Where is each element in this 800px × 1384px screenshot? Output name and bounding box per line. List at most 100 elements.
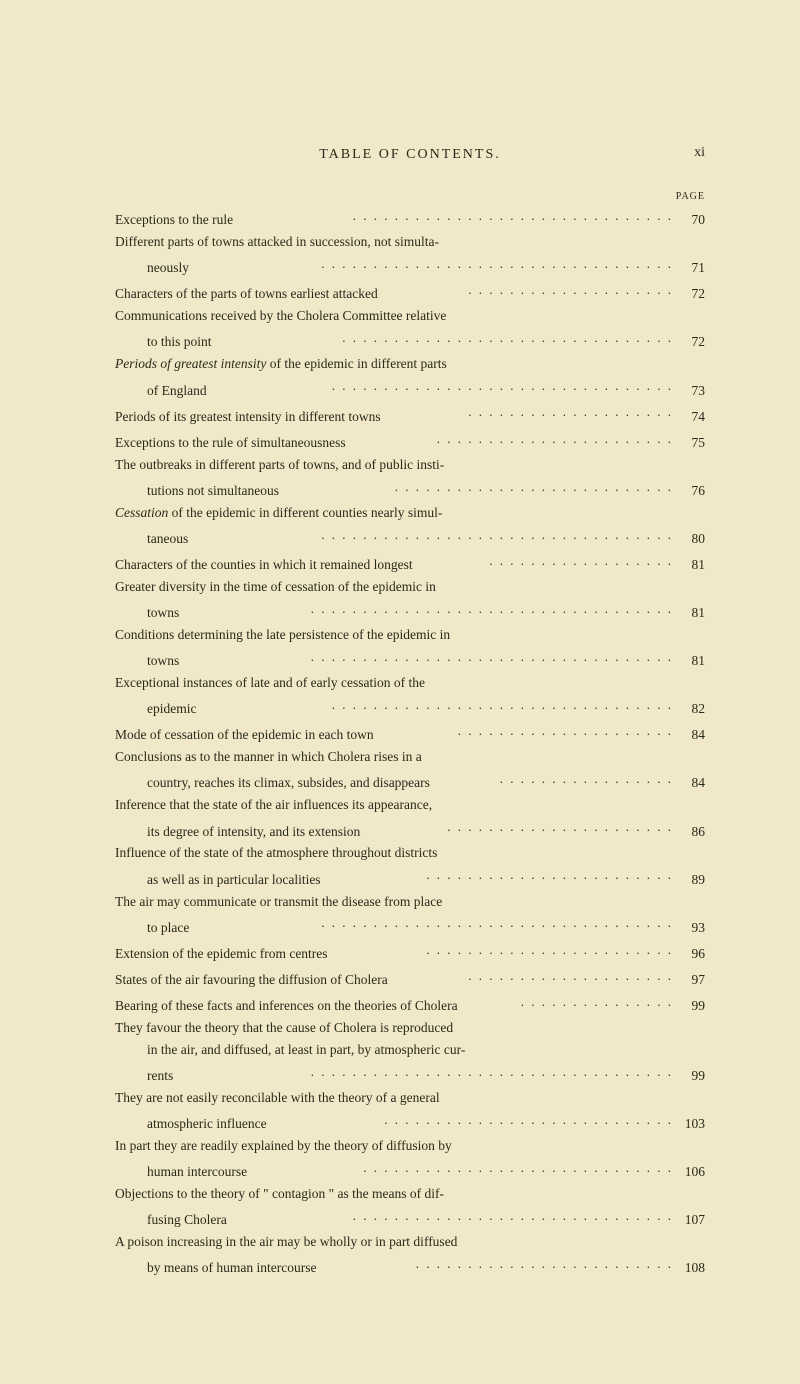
toc-entry-page: 81: [677, 651, 705, 672]
toc-entry: in the air, and diffused, at least in pa…: [115, 1040, 705, 1061]
toc-entry: by means of human intercourse . . . . . …: [115, 1254, 705, 1279]
toc-entry-text: of England: [115, 381, 207, 402]
toc-entry: The outbreaks in different parts of town…: [115, 455, 705, 476]
toc-entry-page: 103: [677, 1114, 705, 1135]
toc-leader-dots: . . . . . . . . . . . . . . . . . . . .: [385, 402, 673, 423]
toc-entry: country, reaches its climax, subsides, a…: [115, 769, 705, 794]
toc-entry-page: 97: [677, 970, 705, 991]
toc-entry-page: 84: [677, 725, 705, 746]
toc-entry-text: Greater diversity in the time of cessati…: [115, 577, 436, 598]
toc-entry-page: 93: [677, 918, 705, 939]
toc-entry-page: 99: [677, 996, 705, 1017]
toc-entry-text: Conditions determining the late persiste…: [115, 625, 450, 646]
toc-entry-text: They favour the theory that the cause of…: [115, 1018, 453, 1039]
toc-entry-text: tutions not simultaneous: [115, 481, 279, 502]
toc-entry: In part they are readily explained by th…: [115, 1136, 705, 1157]
toc-entry-text: In part they are readily explained by th…: [115, 1136, 452, 1157]
toc-entry-page: 89: [677, 870, 705, 891]
toc-entry: to place . . . . . . . . . . . . . . . .…: [115, 913, 705, 938]
toc-entry-text: to place: [115, 918, 189, 939]
toc-entry: Periods of greatest intensity of the epi…: [115, 354, 705, 375]
toc-leader-dots: . . . . . . . . . . . . . . . . . . . . …: [193, 254, 673, 275]
toc-entry: Conclusions as to the manner in which Ch…: [115, 747, 705, 768]
toc-entry-text: Extension of the epidemic from centres: [115, 944, 328, 965]
toc-entry: They are not easily reconcilable with th…: [115, 1088, 705, 1109]
toc-leader-dots: . . . . . . . . . . . . . . . . . . . . …: [364, 817, 673, 838]
toc-entry: human intercourse . . . . . . . . . . . …: [115, 1158, 705, 1183]
toc-leader-dots: . . . . . . . . . . . . . . . . . . . . …: [200, 695, 673, 716]
toc-entry: Bearing of these facts and inferences on…: [115, 992, 705, 1017]
toc-entry: tutions not simultaneous . . . . . . . .…: [115, 477, 705, 502]
toc-entry-text: taneous: [115, 529, 188, 550]
table-of-contents: Exceptions to the rule . . . . . . . . .…: [115, 206, 705, 1279]
toc-entry-text: human intercourse: [115, 1162, 247, 1183]
toc-entry: atmospheric influence . . . . . . . . . …: [115, 1110, 705, 1135]
toc-entry: neously . . . . . . . . . . . . . . . . …: [115, 254, 705, 279]
toc-entry: Extension of the epidemic from centres .…: [115, 940, 705, 965]
toc-leader-dots: . . . . . . . . . . . . . . . . . . . .: [382, 280, 673, 301]
toc-entry-text: Communications received by the Cholera C…: [115, 306, 446, 327]
toc-entry-page: 106: [677, 1162, 705, 1183]
toc-entry: Characters of the parts of towns earlies…: [115, 280, 705, 305]
toc-entry-page: 73: [677, 381, 705, 402]
toc-entry: Influence of the state of the atmosphere…: [115, 843, 705, 864]
toc-entry: Inference that the state of the air infl…: [115, 795, 705, 816]
toc-entry-page: 75: [677, 433, 705, 454]
toc-entry-page: 81: [677, 555, 705, 576]
toc-entry-text: Inference that the state of the air infl…: [115, 795, 432, 816]
toc-entry: of England . . . . . . . . . . . . . . .…: [115, 376, 705, 401]
toc-entry: A poison increasing in the air may be wh…: [115, 1232, 705, 1253]
toc-leader-dots: . . . . . . . . . . . . . . . . .: [434, 769, 673, 790]
toc-entry-text: Cessation of the epidemic in different c…: [115, 503, 442, 524]
toc-entry: Objections to the theory of " contagion …: [115, 1184, 705, 1205]
toc-entry-text: Exceptions to the rule: [115, 210, 233, 231]
toc-leader-dots: . . . . . . . . . . . . . . . . . . . . …: [271, 1110, 673, 1131]
toc-entry: Conditions determining the late persiste…: [115, 625, 705, 646]
toc-entry-page: 108: [677, 1258, 705, 1279]
toc-entry: Exceptions to the rule of simultaneousne…: [115, 429, 705, 454]
toc-entry: The air may communicate or transmit the …: [115, 892, 705, 913]
toc-leader-dots: . . . . . . . . . . . . . . . . . . . . …: [350, 429, 673, 450]
header-title: TABLE OF CONTENTS.: [319, 147, 501, 163]
toc-entry: its degree of intensity, and its extensi…: [115, 817, 705, 842]
toc-entry-text: Periods of its greatest intensity in dif…: [115, 407, 381, 428]
toc-leader-dots: . . . . . . . . . . . . . . . . . . . . …: [320, 1254, 673, 1275]
toc-entry-text: Conclusions as to the manner in which Ch…: [115, 747, 422, 768]
toc-leader-dots: . . . . . . . . . . . . . . . . . .: [417, 551, 673, 572]
toc-entry-page: 70: [677, 210, 705, 231]
toc-entry-text: neously: [115, 258, 189, 279]
toc-leader-dots: . . . . . . . . . . . . . . . . . . . . …: [192, 525, 673, 546]
toc-entry-text: to this point: [115, 332, 212, 353]
toc-entry: Mode of cessation of the epidemic in eac…: [115, 721, 705, 746]
toc-entry-page: 76: [677, 481, 705, 502]
toc-leader-dots: . . . . . . . . . . . . . . . . . . . . …: [283, 477, 673, 498]
toc-entry-page: 81: [677, 603, 705, 624]
toc-entry: rents . . . . . . . . . . . . . . . . . …: [115, 1062, 705, 1087]
toc-entry-page: 74: [677, 407, 705, 428]
toc-leader-dots: . . . . . . . . . . . . . . . . . . . . …: [177, 1062, 673, 1083]
toc-entry-page: 86: [677, 822, 705, 843]
toc-entry-page: 107: [677, 1210, 705, 1231]
toc-leader-dots: . . . . . . . . . . . . . . . . . . . . …: [193, 913, 673, 934]
toc-leader-dots: . . . . . . . . . . . . . . . . . . . . …: [183, 599, 673, 620]
toc-entry: towns . . . . . . . . . . . . . . . . . …: [115, 647, 705, 672]
page-column-label: PAGE: [115, 191, 705, 202]
toc-entry: Exceptions to the rule . . . . . . . . .…: [115, 206, 705, 231]
toc-entry: Cessation of the epidemic in different c…: [115, 503, 705, 524]
toc-leader-dots: . . . . . . . . . . . . . . . . . . . . …: [332, 940, 673, 961]
toc-entry-text: as well as in particular localities: [115, 870, 321, 891]
toc-entry-text: States of the air favouring the diffusio…: [115, 970, 388, 991]
toc-entry-text: Influence of the state of the atmosphere…: [115, 843, 437, 864]
toc-entry-text: in the air, and diffused, at least in pa…: [115, 1040, 465, 1061]
header-page-number: xi: [694, 145, 705, 161]
toc-entry-page: 80: [677, 529, 705, 550]
toc-leader-dots: . . . . . . . . . . . . . . . . . . . . …: [378, 721, 673, 742]
toc-leader-dots: . . . . . . . . . . . . . . . . . . . . …: [183, 647, 673, 668]
toc-entry-page: 99: [677, 1066, 705, 1087]
toc-entry-text: Mode of cessation of the epidemic in eac…: [115, 725, 374, 746]
toc-entry-text: fusing Cholera: [115, 1210, 227, 1231]
toc-entry-text: Exceptional instances of late and of ear…: [115, 673, 425, 694]
toc-entry: fusing Cholera . . . . . . . . . . . . .…: [115, 1206, 705, 1231]
toc-entry: Greater diversity in the time of cessati…: [115, 577, 705, 598]
toc-entry: Periods of its greatest intensity in dif…: [115, 402, 705, 427]
